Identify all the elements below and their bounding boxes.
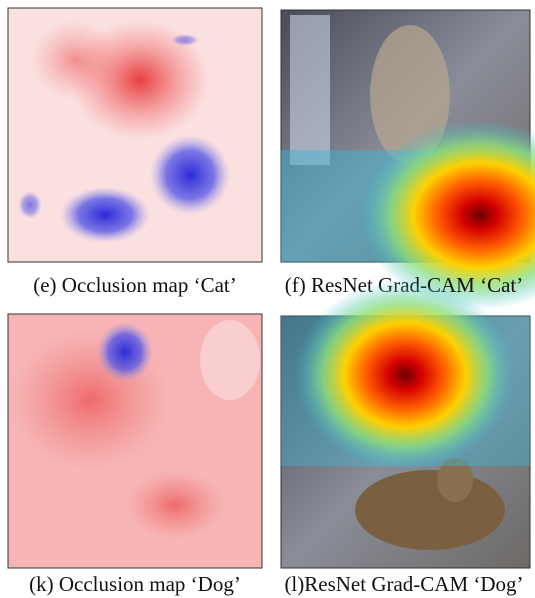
gradcam-cat-image (281, 10, 535, 310)
figure: (e) Occlusion map ‘Cat’ (f) ResNet Grad-… (0, 0, 535, 598)
gradcam-dog-image (281, 280, 530, 568)
caption: (k) Occlusion map ‘Dog’ (29, 572, 241, 596)
caption: (e) Occlusion map ‘Cat’ (33, 273, 237, 297)
caption: (l)ResNet Grad-CAM ‘Dog’ (284, 572, 523, 596)
occlusion-cat-image (8, 8, 262, 262)
occlusion-dog-image (8, 314, 262, 568)
